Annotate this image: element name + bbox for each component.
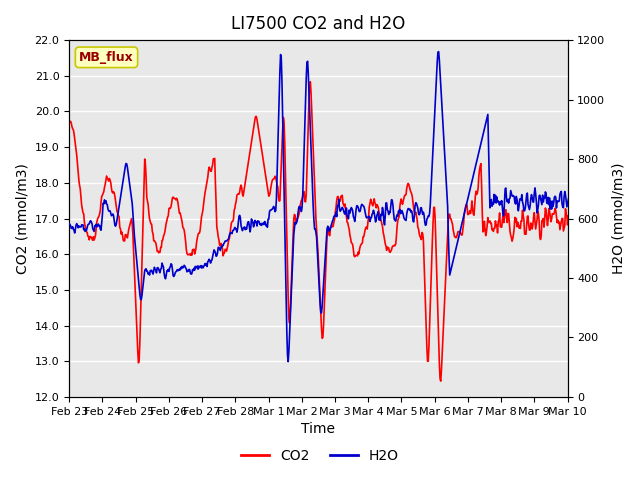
Y-axis label: CO2 (mmol/m3): CO2 (mmol/m3) — [15, 163, 29, 274]
Legend: CO2, H2O: CO2, H2O — [236, 443, 404, 468]
X-axis label: Time: Time — [301, 422, 335, 436]
Y-axis label: H2O (mmol/m3): H2O (mmol/m3) — [611, 163, 625, 274]
Title: LI7500 CO2 and H2O: LI7500 CO2 and H2O — [231, 15, 406, 33]
Text: MB_flux: MB_flux — [79, 51, 134, 64]
